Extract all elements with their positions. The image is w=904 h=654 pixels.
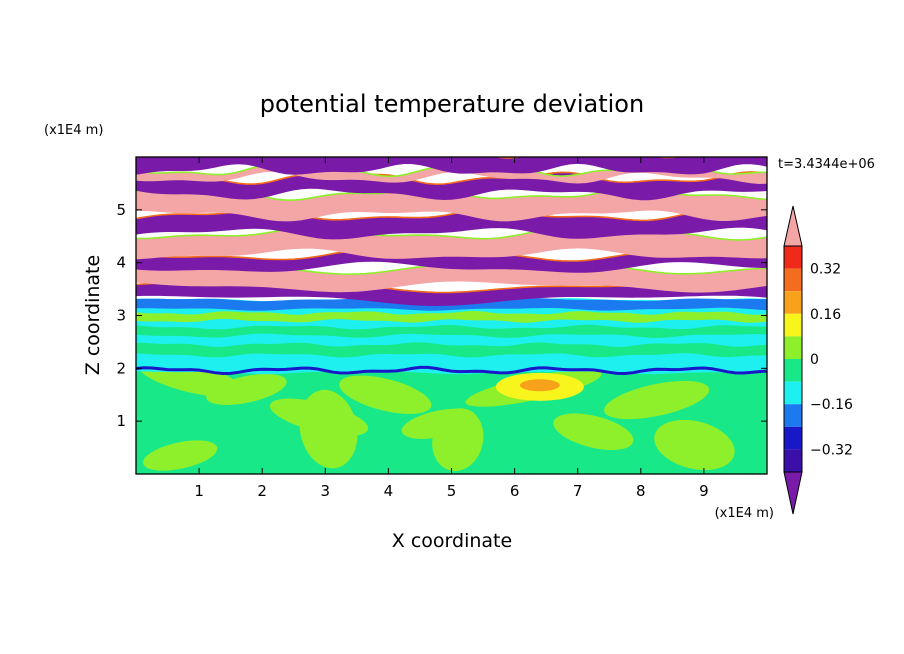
mid-lightgreen-band	[136, 310, 767, 323]
colorbar-segment	[784, 404, 802, 427]
colorbar-frame	[783, 245, 803, 473]
colorbar-segment	[784, 359, 802, 382]
x-tick-label: 4	[384, 482, 394, 500]
colorbar-tick-label: −0.16	[810, 397, 853, 413]
colorbar-tick-label: −0.32	[810, 442, 853, 458]
colorbar-segment	[784, 246, 802, 269]
chart-title: potential temperature deviation	[260, 90, 644, 118]
plume-patch	[339, 375, 432, 414]
plume-patch	[654, 419, 735, 471]
x-tick-label: 7	[573, 482, 583, 500]
y-tick-label: 1	[116, 412, 126, 430]
colorbar-segment	[784, 426, 802, 450]
plume-patch	[432, 408, 484, 472]
colorbar-segment	[784, 336, 802, 359]
x-tick-label: 8	[636, 482, 646, 500]
x-axis-label: X coordinate	[392, 530, 512, 552]
plume-patch	[206, 373, 287, 405]
colorbar-tick-label: 0.32	[810, 262, 841, 278]
upper-layer-band	[136, 157, 767, 175]
x-tick-label: 1	[194, 482, 204, 500]
mid-green-band	[136, 324, 767, 338]
plume-patch	[553, 413, 634, 451]
mid-green-band	[136, 342, 767, 358]
colorbar-segment	[784, 381, 802, 405]
upper-layer-band	[136, 249, 767, 273]
time-label: t=3.4344e+06	[778, 157, 875, 172]
y-tick-label: 3	[116, 307, 126, 325]
colorbar-segment	[784, 291, 802, 314]
colorbar-tick-label: 0	[810, 352, 819, 368]
x-tick-label: 2	[257, 482, 267, 500]
plume-patch	[299, 389, 358, 469]
x-tick-label: 5	[447, 482, 457, 500]
x-unit-label: (x1E4 m)	[715, 506, 774, 521]
x-axis: 1 2 3 4 5 6 7 8 9	[194, 157, 709, 500]
y-tick-label: 2	[116, 359, 126, 377]
x-tick-label: 9	[699, 482, 709, 500]
x-tick-label: 3	[321, 482, 331, 500]
colorbar-segment	[784, 268, 802, 292]
upper-layer-band	[136, 171, 767, 201]
y-tick-label: 5	[116, 201, 126, 219]
upper-layer-edge	[136, 171, 767, 186]
inversion-edge	[136, 365, 767, 376]
colorbar-top-arrow	[783, 205, 803, 247]
y-axis: 1 2 3 4 5	[116, 201, 767, 430]
colorbar-tick-label: 0.16	[810, 307, 841, 323]
x-tick-label: 6	[510, 482, 520, 500]
upper-layer-edge	[136, 157, 681, 159]
y-unit-label: (x1E4 m)	[44, 123, 103, 138]
colorbar-bottom-arrow	[783, 471, 803, 515]
colorbar-segment	[784, 449, 802, 472]
upper-layer-band	[136, 187, 767, 222]
plume-patch	[604, 380, 710, 420]
colorbar: 0.32 0.16 0 −0.16 −0.32	[783, 205, 853, 515]
warm-core	[519, 379, 560, 392]
y-tick-label: 4	[116, 254, 126, 272]
plume-patch	[143, 440, 218, 471]
field-area	[136, 157, 767, 474]
colorbar-segment	[784, 313, 802, 337]
y-axis-label: Z coordinate	[82, 255, 104, 375]
